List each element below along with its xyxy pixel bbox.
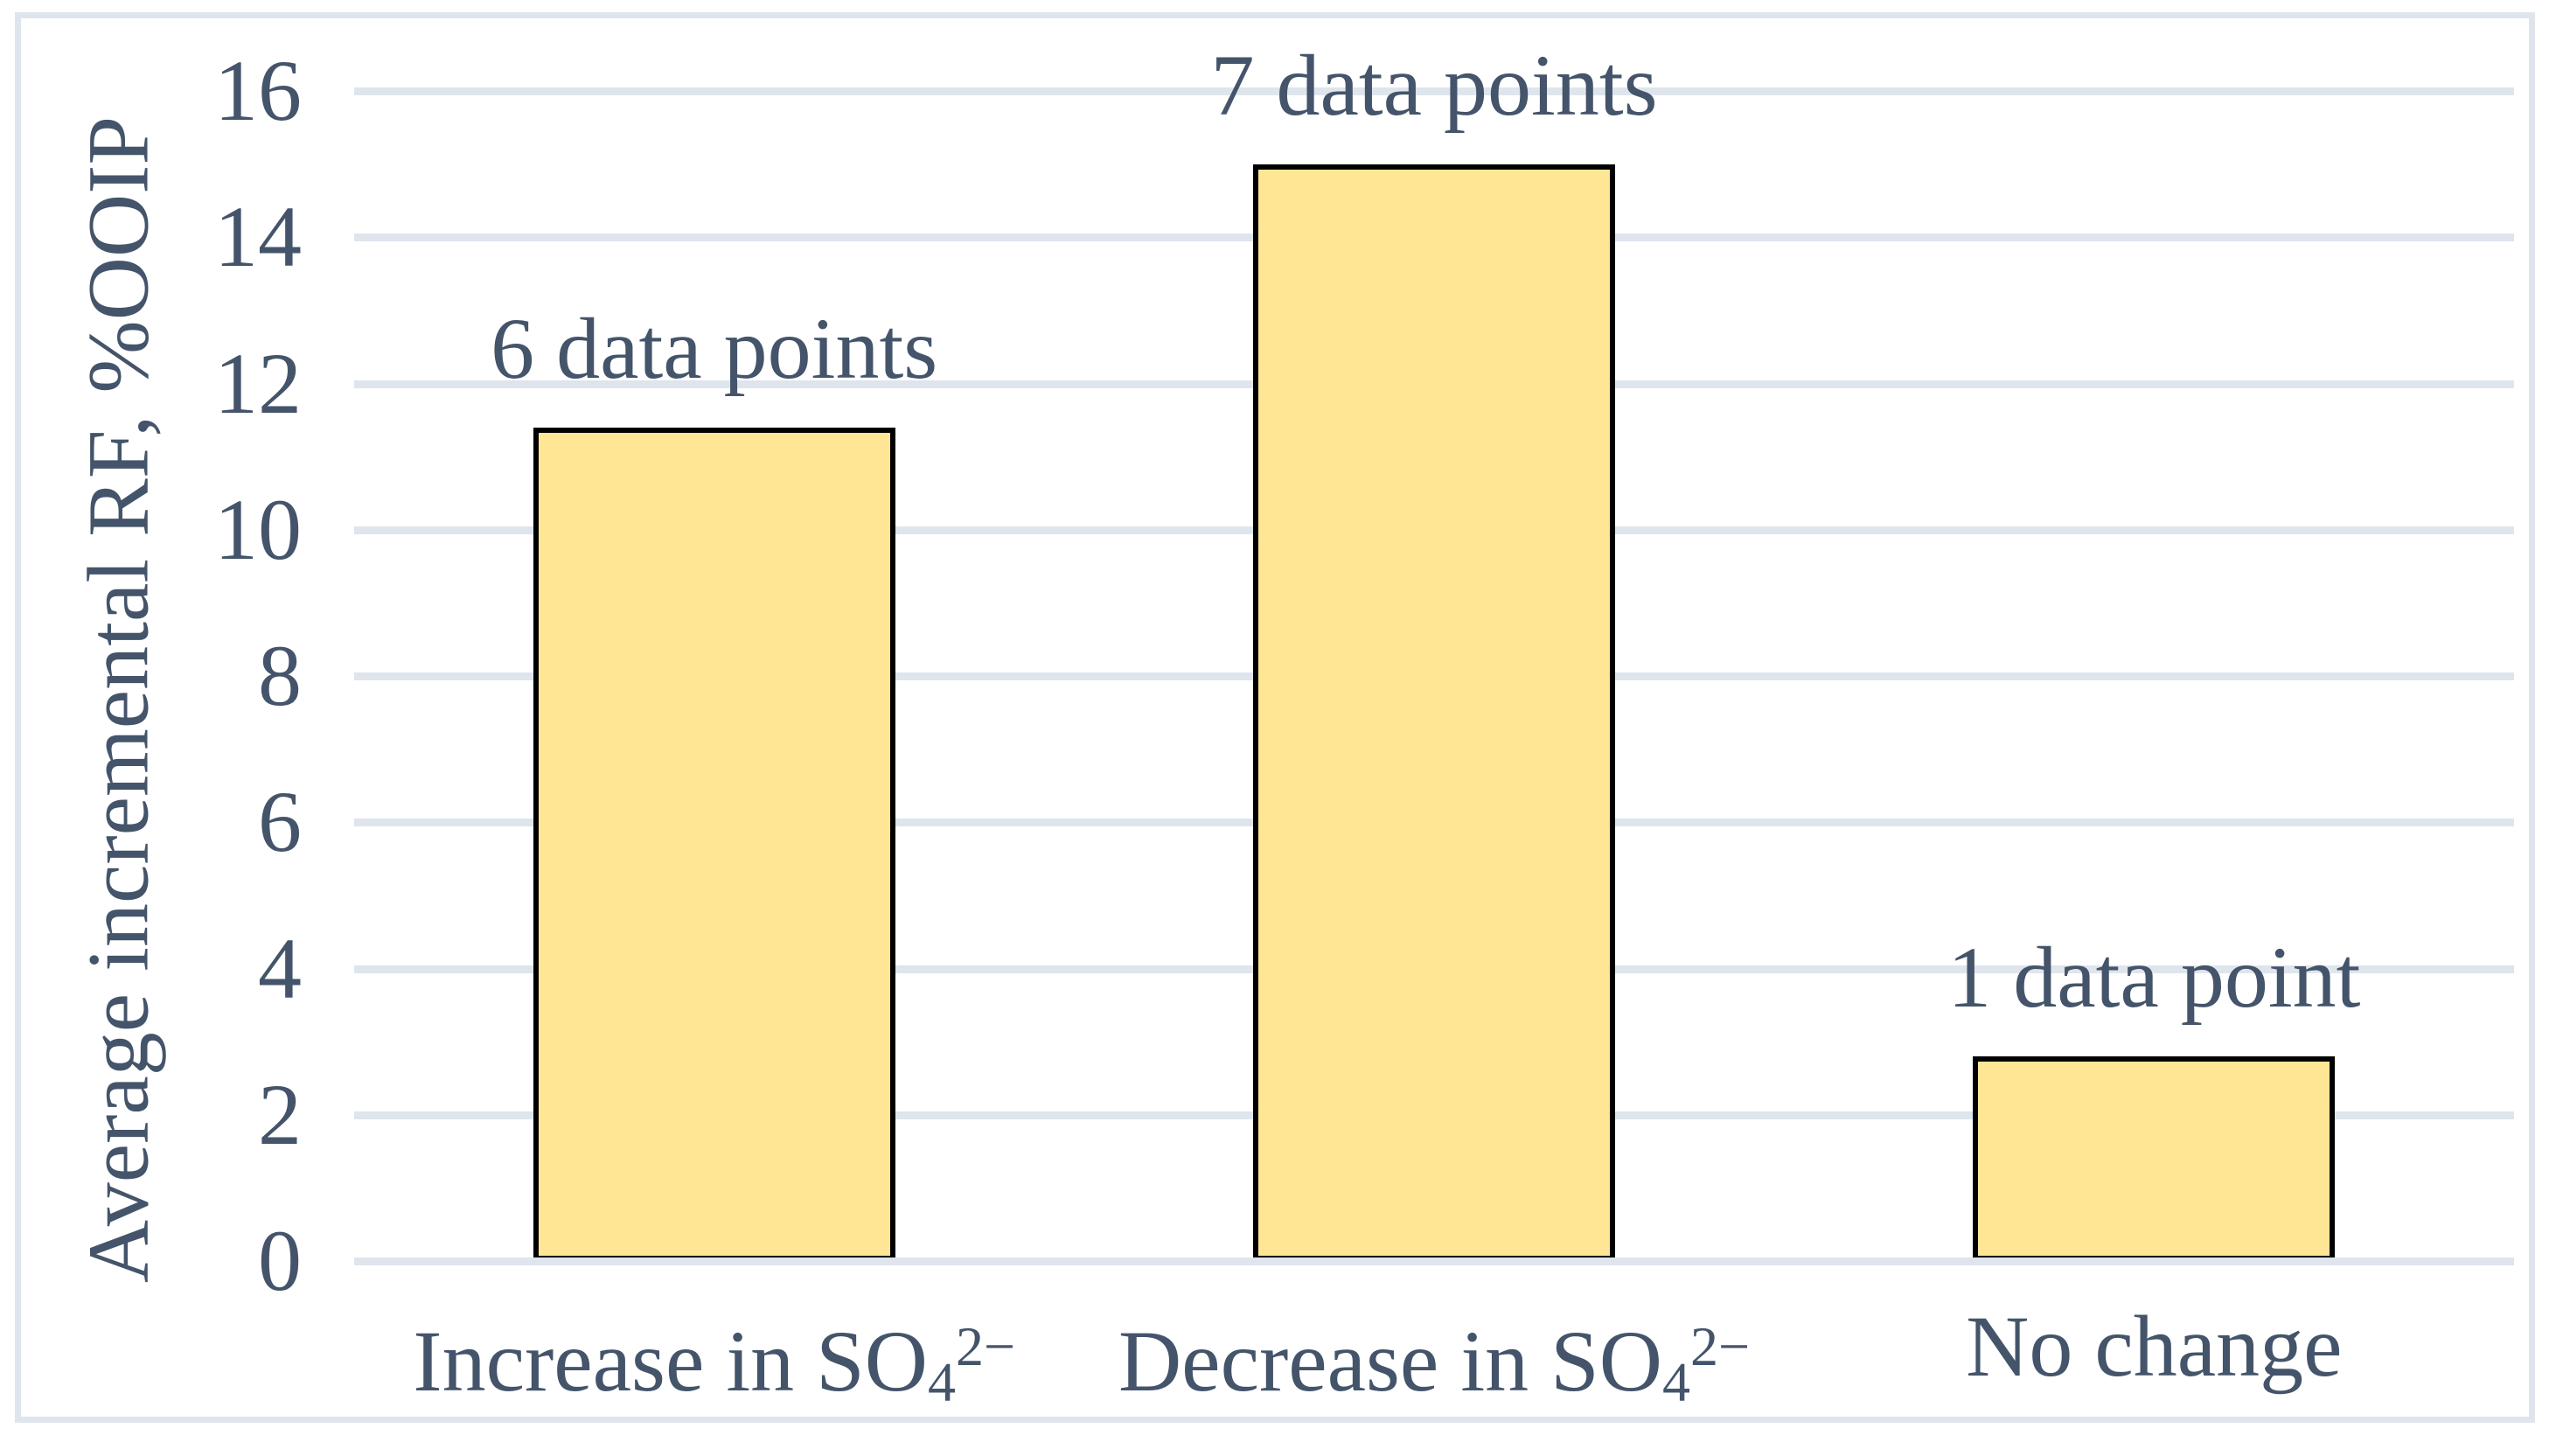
bar-3 xyxy=(1973,1055,2336,1261)
y-tick-label-4: 4 xyxy=(258,919,302,1017)
y-tick-label-10: 10 xyxy=(214,480,302,578)
x-category-label-1: Increase in SO42− xyxy=(413,1296,1015,1432)
bar-value-label-3: 1 data point xyxy=(1947,928,2361,1026)
gridline-y-16 xyxy=(354,87,2514,95)
y-tick-label-14: 14 xyxy=(214,188,302,286)
bar-2 xyxy=(1253,164,1615,1261)
y-tick-label-12: 12 xyxy=(214,334,302,432)
bar-value-label-1: 6 data points xyxy=(491,299,938,397)
y-tick-label-0: 0 xyxy=(258,1212,302,1309)
gridline-baseline-overlay xyxy=(354,1257,2514,1265)
y-tick-label-8: 8 xyxy=(258,627,302,724)
category-text: Decrease in SO xyxy=(1118,1312,1662,1410)
category-text: No change xyxy=(1966,1298,2343,1395)
category-subscript: 4 xyxy=(927,1350,956,1413)
y-tick-label-2: 2 xyxy=(258,1065,302,1163)
category-subscript: 4 xyxy=(1661,1350,1690,1413)
category-superscript: 2− xyxy=(1689,1315,1751,1377)
x-category-label-3: No change xyxy=(1966,1296,2342,1397)
category-superscript: 2− xyxy=(955,1315,1016,1377)
category-text: Increase in SO xyxy=(413,1312,928,1410)
x-category-label-2: Decrease in SO42− xyxy=(1118,1296,1750,1432)
y-tick-label-6: 6 xyxy=(258,773,302,871)
chart-outer-border xyxy=(15,12,2535,1423)
bar-value-label-2: 7 data points xyxy=(1210,36,1658,134)
bar-1 xyxy=(533,427,895,1261)
y-tick-label-16: 16 xyxy=(214,42,302,139)
